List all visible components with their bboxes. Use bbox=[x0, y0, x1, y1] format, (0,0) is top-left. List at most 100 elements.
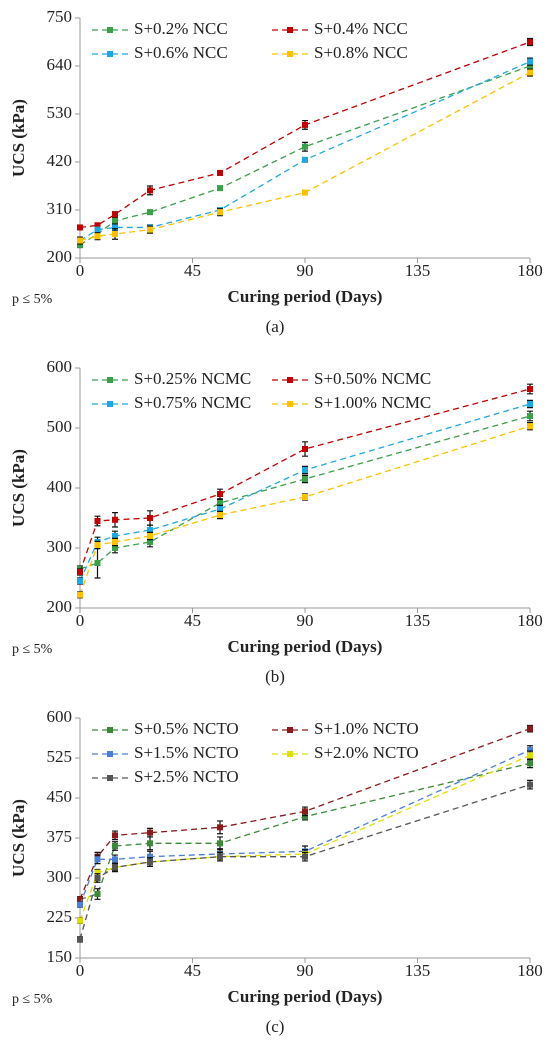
marker bbox=[147, 533, 153, 539]
marker bbox=[217, 512, 223, 518]
note: p ≤ 5% bbox=[12, 992, 53, 1007]
marker bbox=[527, 752, 533, 759]
x-tick-label: 180 bbox=[517, 611, 543, 630]
marker bbox=[77, 241, 83, 248]
legend-label: S+1.0% NCTO bbox=[314, 719, 419, 738]
marker bbox=[527, 725, 533, 732]
series-line bbox=[79, 415, 531, 570]
y-tick-label: 300 bbox=[47, 867, 73, 886]
marker bbox=[217, 185, 223, 192]
marker bbox=[94, 875, 101, 881]
marker bbox=[147, 853, 153, 860]
marker bbox=[147, 515, 153, 521]
note: p ≤ 5% bbox=[12, 642, 53, 657]
marker bbox=[217, 840, 223, 847]
x-tick-label: 180 bbox=[517, 961, 543, 980]
y-tick-label: 300 bbox=[47, 537, 73, 556]
marker bbox=[94, 542, 101, 548]
x-tick-label: 135 bbox=[405, 961, 431, 980]
series-line bbox=[79, 403, 531, 582]
x-axis-label: Curing period (Days) bbox=[228, 637, 383, 656]
y-tick-label: 530 bbox=[47, 103, 73, 122]
legend-marker bbox=[107, 377, 113, 383]
marker bbox=[217, 491, 223, 497]
marker bbox=[112, 864, 118, 871]
y-tick-label: 420 bbox=[47, 151, 73, 170]
marker bbox=[112, 211, 118, 218]
marker bbox=[527, 413, 533, 419]
marker bbox=[77, 569, 83, 575]
marker bbox=[302, 808, 308, 815]
x-tick-label: 45 bbox=[184, 611, 201, 630]
legend-label: S+0.6% NCC bbox=[134, 43, 228, 62]
legend-label: S+1.5% NCTO bbox=[134, 743, 239, 762]
series-line bbox=[79, 65, 531, 246]
legend-label: S+2.0% NCTO bbox=[314, 743, 419, 762]
marker bbox=[112, 843, 118, 849]
marker bbox=[94, 233, 101, 240]
marker bbox=[94, 856, 101, 863]
marker bbox=[112, 516, 118, 523]
x-axis-label: Curing period (Days) bbox=[228, 987, 383, 1006]
marker bbox=[147, 209, 153, 216]
y-tick-label: 225 bbox=[47, 907, 73, 926]
x-tick-label: 90 bbox=[297, 261, 314, 280]
y-tick-label: 310 bbox=[47, 199, 73, 218]
marker bbox=[112, 224, 118, 231]
x-tick-label: 135 bbox=[405, 611, 431, 630]
marker bbox=[77, 917, 83, 924]
marker bbox=[94, 518, 101, 524]
series-line bbox=[79, 41, 531, 229]
note: p ≤ 5% bbox=[12, 292, 53, 307]
x-tick-label: 0 bbox=[76, 611, 85, 630]
legend-label: S+0.5% NCTO bbox=[134, 719, 239, 738]
legend-marker bbox=[287, 51, 293, 57]
y-tick-label: 200 bbox=[47, 597, 73, 616]
marker bbox=[527, 386, 533, 392]
marker bbox=[217, 209, 223, 216]
marker bbox=[527, 63, 533, 69]
marker bbox=[527, 423, 533, 430]
legend-label: S+0.8% NCC bbox=[314, 43, 408, 62]
marker bbox=[94, 226, 101, 233]
panel-label: (a) bbox=[266, 317, 285, 336]
marker bbox=[302, 143, 308, 150]
y-tick-label: 150 bbox=[47, 947, 73, 966]
y-axis-label: UCS (kPa) bbox=[9, 99, 28, 177]
marker bbox=[147, 859, 153, 865]
y-tick-label: 750 bbox=[47, 7, 73, 26]
y-tick-label: 200 bbox=[47, 247, 73, 266]
y-axis-label: UCS (kPa) bbox=[9, 799, 28, 877]
marker bbox=[112, 231, 118, 237]
legend-marker bbox=[107, 727, 113, 733]
marker bbox=[147, 226, 153, 233]
x-axis-label: Curing period (Days) bbox=[228, 287, 383, 306]
x-tick-label: 0 bbox=[76, 961, 85, 980]
marker bbox=[527, 39, 533, 45]
legend-marker bbox=[287, 377, 293, 383]
marker bbox=[527, 69, 533, 76]
marker bbox=[94, 891, 101, 897]
marker bbox=[217, 824, 223, 831]
x-tick-label: 90 bbox=[297, 961, 314, 980]
marker bbox=[302, 813, 308, 820]
marker bbox=[147, 187, 153, 194]
panel-label: (b) bbox=[265, 667, 285, 686]
y-tick-label: 375 bbox=[47, 827, 73, 846]
marker bbox=[147, 840, 153, 847]
legend-marker bbox=[107, 401, 113, 407]
legend-marker bbox=[107, 27, 113, 33]
y-tick-label: 400 bbox=[47, 477, 73, 496]
marker bbox=[217, 853, 223, 860]
panel-label: (c) bbox=[266, 1017, 285, 1036]
marker bbox=[527, 760, 533, 767]
marker bbox=[527, 58, 533, 65]
marker bbox=[217, 169, 223, 176]
legend-label: S+0.75% NCMC bbox=[134, 393, 251, 412]
marker bbox=[302, 494, 308, 500]
marker bbox=[302, 189, 308, 196]
marker bbox=[77, 224, 83, 231]
marker bbox=[527, 747, 533, 753]
marker bbox=[77, 936, 83, 943]
